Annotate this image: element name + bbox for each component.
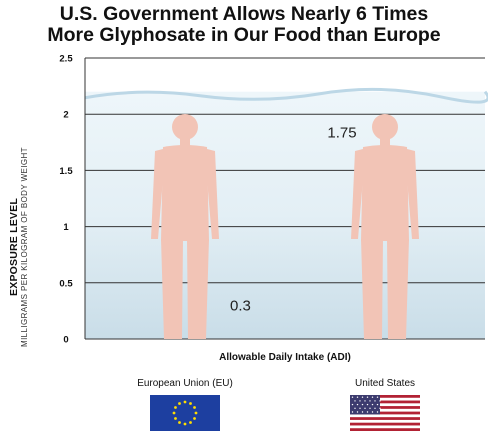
us-star	[361, 411, 364, 413]
us-star	[351, 396, 354, 398]
water-surface	[84, 87, 488, 104]
data-label: 1.75	[327, 124, 356, 141]
us-star	[374, 407, 376, 409]
us-star	[371, 396, 374, 398]
us-star	[351, 411, 354, 413]
us-stripe	[350, 411, 420, 415]
us-star	[366, 403, 369, 406]
us-star	[366, 396, 369, 398]
us-flag-icon	[350, 395, 420, 431]
y-tick-label: 2	[63, 110, 68, 121]
y-axis-title: EXPOSURE LEVEL MILLIGRAMS PER KILOGRAM O…	[8, 97, 38, 397]
y-tick-label: 0	[63, 335, 68, 346]
data-label: 0.3	[230, 297, 251, 314]
chart-title-line1: U.S. Government Allows Nearly 6 Times	[59, 3, 429, 25]
y-tick-label: 1	[63, 222, 69, 233]
y-tick-label: 2.5	[59, 54, 73, 65]
us-star	[379, 407, 381, 409]
us-star	[369, 407, 371, 409]
us-stripe	[350, 417, 420, 420]
eu-star	[183, 400, 187, 404]
us-star	[371, 403, 374, 406]
us-star	[364, 407, 366, 409]
us-star	[366, 411, 369, 413]
us-star	[376, 396, 379, 398]
us-stripe	[350, 406, 420, 409]
eu-star	[178, 421, 181, 424]
us-stripe	[350, 400, 420, 404]
eu-star	[193, 406, 196, 409]
us-stripe	[350, 428, 420, 431]
water-background	[84, 87, 488, 339]
chart-title: U.S. Government Allows Nearly 6 Times Mo…	[0, 4, 488, 46]
eu-star	[178, 402, 181, 405]
us-star	[371, 411, 374, 413]
eu-label: European Union (EU)	[137, 378, 233, 389]
y-axis-title-sub: MILLIGRAMS PER KILOGRAM OF BODY WEIGHT	[20, 147, 29, 347]
us-star	[361, 396, 364, 398]
us-star	[354, 400, 356, 402]
us-stripe	[350, 422, 420, 426]
eu-star	[172, 411, 176, 415]
us-star	[379, 400, 381, 402]
us-star	[374, 400, 376, 402]
y-tick-label: 0.5	[59, 278, 73, 289]
us-star	[369, 400, 371, 402]
us-label: United States	[354, 378, 416, 389]
eu-star	[194, 411, 198, 415]
eu-star	[183, 422, 187, 426]
y-axis-ticks: 0 0.5 1 1.5 2 2.5	[59, 54, 73, 346]
us-star	[364, 400, 366, 402]
us-star	[359, 407, 361, 409]
us-star	[356, 411, 359, 413]
eu-star	[174, 406, 177, 409]
us-star	[359, 400, 361, 402]
us-star	[351, 403, 354, 406]
us-stripe	[350, 395, 420, 398]
eu-star	[189, 421, 192, 424]
y-axis-title-main: EXPOSURE LEVEL	[8, 198, 20, 296]
eu-star	[174, 417, 177, 420]
us-star	[356, 403, 359, 406]
eu-flag-icon	[150, 395, 220, 431]
us-star	[356, 396, 359, 398]
us-star	[376, 411, 379, 413]
water-fill	[85, 91, 485, 339]
eu-star	[193, 417, 196, 420]
chart-title-line2: More Glyphosate in Our Food than Europe	[47, 24, 441, 46]
y-tick-label: 1.5	[59, 166, 73, 177]
us-star	[361, 403, 364, 406]
us-star	[376, 403, 379, 406]
x-axis-title: Allowable Daily Intake (ADI)	[219, 352, 351, 363]
data-labels: 0.3 1.75	[230, 124, 357, 314]
us-star	[354, 407, 356, 409]
eu-star	[189, 402, 192, 405]
